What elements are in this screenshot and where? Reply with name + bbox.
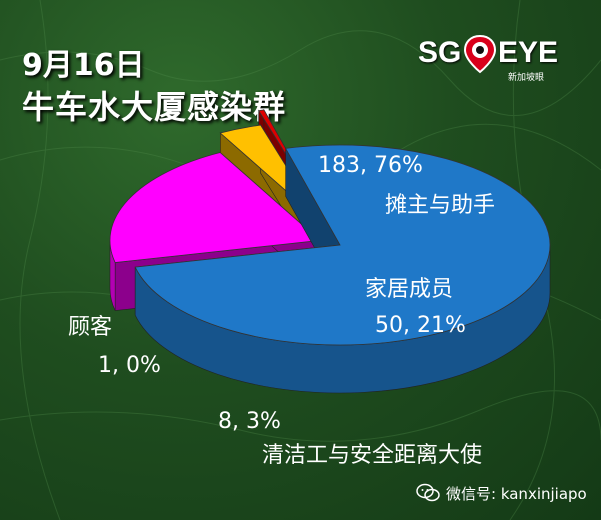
slice-top (109, 152, 321, 263)
watermark-text: 微信号: kanxinjiapo (446, 485, 587, 503)
slice-value-label: 50, 21% (375, 313, 466, 338)
logo-subtext: 新加坡眼 (508, 73, 545, 83)
chart-date: 9月16日 (22, 48, 145, 83)
wechat-icon (416, 483, 440, 502)
slice-value-label: 1, 0% (98, 353, 161, 378)
slice-value-label: 183, 76% (318, 153, 423, 178)
eye-pin-icon (463, 34, 497, 74)
slice-name-label: 摊主与助手 (385, 193, 495, 218)
chart-title: 牛车水大厦感染群 (22, 88, 287, 126)
pie-slices (109, 108, 551, 394)
logo-sg-text: SG (418, 36, 462, 69)
slice-name-label: 顾客 (68, 315, 112, 340)
slice-top (134, 144, 551, 346)
logo-eye-text: EYE (498, 36, 559, 69)
slice-name-label: 清洁工与安全距离大使 (262, 443, 482, 468)
slice-name-label: 家居成员 (365, 277, 453, 302)
sg-eye-logo: SG EYE 新加坡眼 (418, 30, 568, 83)
pie-labels: 摊主与助手 183, 76% 家居成员 50, 21% 清洁工与安全距离大使 8, 3% 顾… (68, 153, 495, 468)
slice-value-label: 8, 3% (218, 409, 281, 434)
pie-slice (134, 144, 551, 394)
